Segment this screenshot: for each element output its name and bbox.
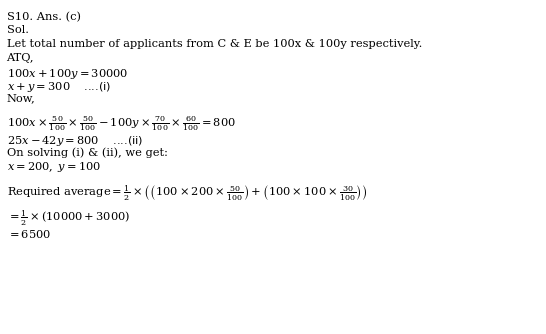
Text: Let total number of applicants from C & E be 100x & 100y respectively.: Let total number of applicants from C & …: [7, 39, 422, 49]
Text: $100x + 100y = 30000$: $100x + 100y = 30000$: [7, 67, 128, 81]
Text: ATQ,: ATQ,: [7, 53, 34, 63]
Text: $= 6500$: $= 6500$: [7, 228, 51, 240]
Text: $= \frac{1}{2} \times (10000 + 3000)$: $= \frac{1}{2} \times (10000 + 3000)$: [7, 209, 130, 228]
Text: $100x \times \frac{50}{100} \times \frac{50}{100} - 100y \times \frac{70}{100} \: $100x \times \frac{50}{100} \times \frac…: [7, 114, 235, 133]
Text: Sol.: Sol.: [7, 25, 28, 35]
Text: S10. Ans. (c): S10. Ans. (c): [7, 12, 81, 23]
Text: $x + y = 300 \quad$ ....(i): $x + y = 300 \quad$ ....(i): [7, 80, 111, 94]
Text: $25x - 42y = 800 \quad$ ....(ii): $25x - 42y = 800 \quad$ ....(ii): [7, 134, 143, 148]
Text: $\mathrm{Required\ average} = \frac{1}{2} \times \left(\left(100 \times 200 \tim: $\mathrm{Required\ average} = \frac{1}{2…: [7, 184, 367, 203]
Text: On solving (i) & (ii), we get:: On solving (i) & (ii), we get:: [7, 147, 168, 158]
Text: $x = 200, \; y = 100$: $x = 200, \; y = 100$: [7, 160, 100, 174]
Text: Now,: Now,: [7, 94, 35, 104]
